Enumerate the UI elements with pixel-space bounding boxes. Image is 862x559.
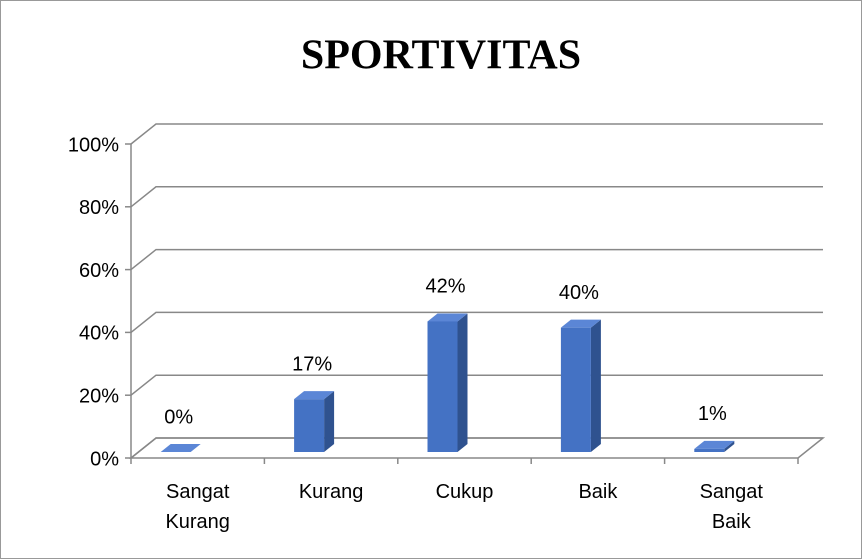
bar-top: [160, 444, 201, 452]
bar-top: [560, 319, 601, 328]
bar-side: [590, 319, 601, 452]
grid-line: [130, 374, 823, 396]
bar-side: [457, 313, 468, 452]
bar-top: [694, 440, 735, 449]
value-label: 1%: [698, 403, 727, 425]
x-tick-label: Sangat Baik: [699, 481, 763, 533]
x-tick-label: Baik: [578, 481, 618, 503]
y-tick-label: 0%: [90, 448, 119, 470]
bar: [427, 321, 458, 452]
bar-side: [324, 391, 335, 452]
bar: [560, 327, 591, 452]
bar: [694, 448, 725, 452]
bar-top: [294, 391, 335, 400]
grid-line: [130, 311, 823, 333]
x-tick-label: Cukup: [435, 481, 494, 503]
chart-title: SPORTIVITAS: [301, 33, 581, 79]
value-label: 42%: [425, 276, 465, 298]
value-label: 17%: [292, 353, 332, 375]
grid-line: [130, 123, 823, 145]
grid-line: [130, 186, 823, 208]
value-label: 40%: [559, 282, 599, 304]
bar-side: [724, 440, 735, 452]
bar: [294, 399, 325, 452]
y-tick-label: 80%: [79, 197, 119, 219]
bar-top: [427, 313, 468, 322]
y-tick-label: 40%: [79, 323, 119, 345]
x-tick-label: Kurang: [298, 481, 364, 503]
x-tick-label: Sangat Kurang: [165, 481, 230, 533]
y-tick-label: 20%: [79, 385, 119, 407]
y-tick-label: 60%: [79, 260, 119, 282]
value-label: 0%: [164, 406, 193, 428]
grid-line: [130, 248, 823, 271]
y-tick-label: 100%: [68, 134, 119, 156]
